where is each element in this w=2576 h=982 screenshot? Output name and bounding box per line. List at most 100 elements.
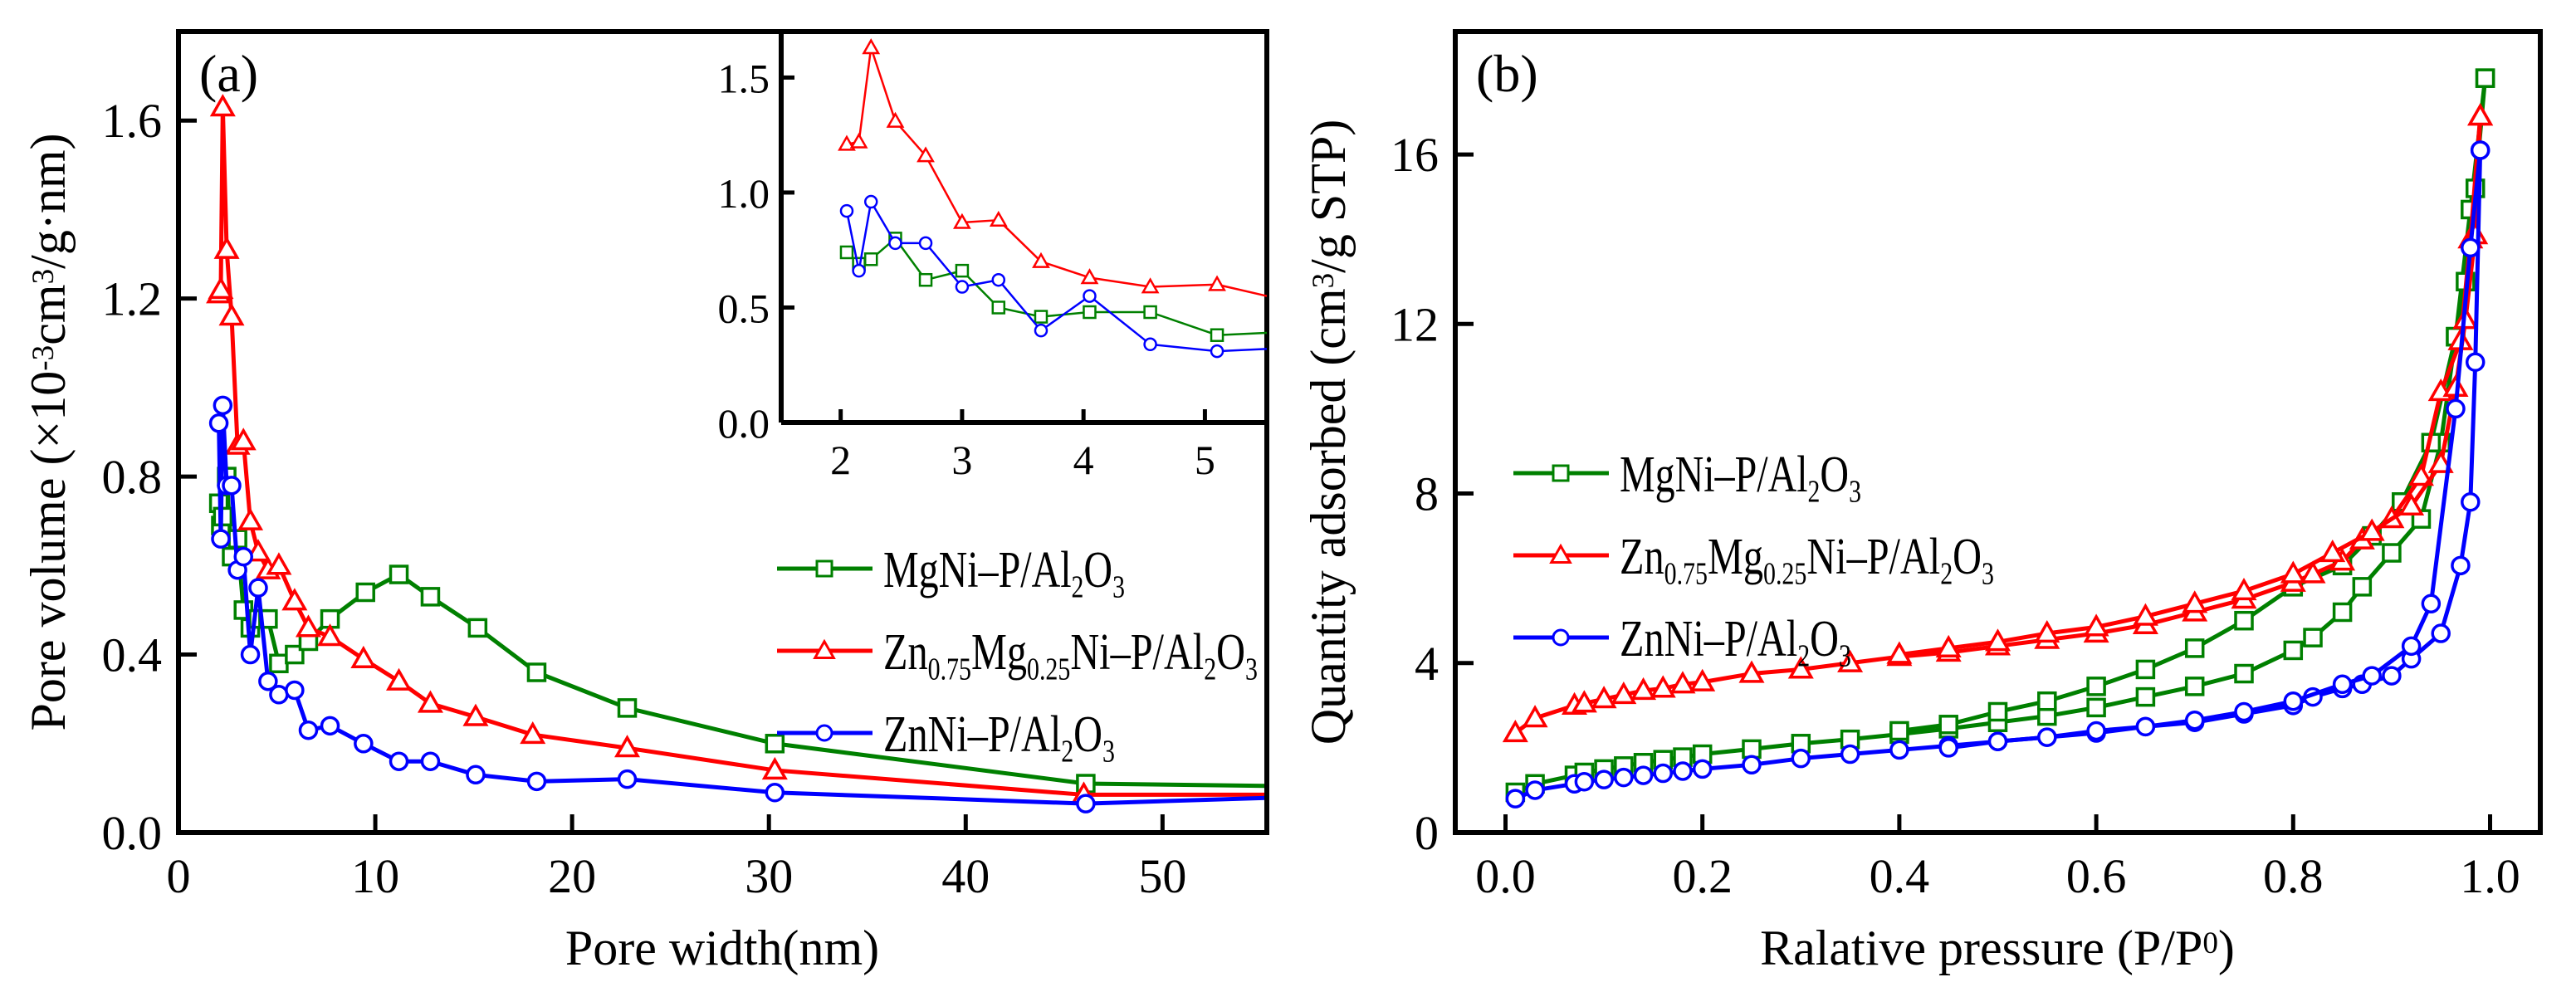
- circle-marker: [1633, 765, 1654, 785]
- circle-marker: [2086, 721, 2106, 741]
- y-tick-label: 8: [1415, 467, 1439, 521]
- circle-marker: [2451, 555, 2471, 576]
- circle-marker: [1673, 761, 1693, 781]
- legend-label-part: 3: [1849, 474, 1861, 510]
- circle-marker: [213, 395, 233, 416]
- triangle-marker: [1837, 649, 1864, 672]
- legend-label-wrap: Zn0.75Mg0.25Ni–P/Al2O3: [1620, 528, 1994, 591]
- x-tick-label: 0.4: [1870, 849, 1930, 903]
- legend-label-part: 2: [1808, 474, 1821, 510]
- legend-label-part: 3: [1112, 569, 1125, 605]
- square-marker: [1552, 464, 1570, 482]
- circle-marker: [420, 751, 441, 771]
- circle-marker: [815, 724, 833, 742]
- circle-marker: [1889, 740, 1909, 760]
- square-marker: [2475, 68, 2495, 88]
- series-line-ZnMgNi: [846, 46, 1268, 297]
- circle-marker: [955, 280, 970, 294]
- y-axis-title-part: 3: [1307, 273, 1341, 289]
- y-tick-label: 0.0: [718, 400, 770, 447]
- legend-label-part: 0.75: [928, 652, 971, 686]
- y-axis-title-part: -3: [27, 345, 61, 371]
- circle-marker: [839, 203, 854, 218]
- circle-marker: [991, 272, 1006, 287]
- circle-marker: [1525, 780, 1545, 800]
- circle-marker: [1791, 748, 1811, 769]
- square-marker: [2184, 677, 2205, 696]
- square-marker: [467, 618, 488, 638]
- circle-marker: [466, 765, 486, 785]
- square-marker: [617, 698, 638, 718]
- circle-marker: [320, 716, 340, 736]
- y-axis-title-part: Pore volume (×10: [21, 371, 76, 731]
- circle-marker: [918, 236, 933, 251]
- square-marker: [1083, 305, 1097, 320]
- square-marker: [2283, 640, 2304, 661]
- series-layer: [206, 94, 1268, 813]
- circle-marker: [2461, 237, 2481, 258]
- legend: MgNi–P/Al2O3Zn0.75Mg0.25Ni–P/Al2O3ZnNi–P…: [777, 541, 1258, 769]
- circle-marker: [2332, 674, 2353, 695]
- legend-label-part: O: [1083, 541, 1112, 598]
- triangle-marker: [1141, 277, 1160, 294]
- triangle-marker: [813, 638, 836, 659]
- circle-marker: [1742, 755, 1762, 775]
- series-line-ZnNi-desorption: [1948, 149, 2483, 750]
- x-tick-label: 0.2: [1672, 849, 1733, 903]
- inset-chart: 2 3 4 5 0.0 0.5 1.0 1.5: [718, 32, 1268, 483]
- y-tick-label: 0: [1415, 806, 1439, 860]
- triangle-marker: [350, 645, 377, 669]
- square-marker: [1742, 739, 1762, 760]
- triangle-marker: [2427, 450, 2454, 473]
- y-axis-title-part: 3: [27, 269, 61, 285]
- square-marker: [2382, 543, 2402, 563]
- square-marker: [1889, 721, 1909, 741]
- circle-marker: [1987, 731, 2008, 751]
- y-tick-label: 0.5: [718, 285, 770, 331]
- square-marker: [2184, 638, 2205, 658]
- x-axis-title-part: ): [2218, 921, 2235, 975]
- circle-marker: [1034, 323, 1048, 338]
- series-line-ZnNi: [845, 200, 1268, 353]
- circle-marker: [1505, 789, 1526, 809]
- circle-marker: [222, 476, 242, 496]
- square-marker: [2086, 677, 2106, 696]
- circle-marker: [863, 194, 878, 209]
- circle-marker: [2421, 594, 2442, 614]
- triangle-marker: [2231, 577, 2257, 601]
- legend-label-part: Zn: [883, 623, 928, 681]
- triangle-marker: [1787, 656, 1814, 679]
- triangle-marker: [417, 690, 443, 713]
- legend-label: Zn0.75Mg0.25Ni–P/Al2O3: [883, 623, 1258, 686]
- legend-label-part: Ni–P/Al: [1806, 528, 1940, 585]
- circle-marker: [240, 644, 261, 665]
- triangle-marker: [761, 756, 788, 780]
- legend-item-ZnNi: ZnNi–P/Al2O3: [1513, 611, 1851, 673]
- triangle-marker: [1080, 268, 1099, 285]
- y-tick-label: 0.0: [102, 806, 163, 860]
- circle-marker: [852, 263, 866, 278]
- circle-marker: [389, 751, 409, 771]
- circle-marker: [2382, 666, 2402, 686]
- triangle-marker: [862, 38, 881, 55]
- x-tick-label: 0.8: [2263, 849, 2324, 903]
- triangle-marker: [2280, 560, 2306, 584]
- square-marker: [1987, 701, 2008, 722]
- legend-label-part: O: [1953, 528, 1982, 585]
- circle-marker: [2401, 636, 2422, 657]
- circle-marker: [1938, 738, 1958, 758]
- triangle-marker: [917, 146, 935, 163]
- y-axis-title: Quantity adsorbed (cm3/g STP): [1301, 120, 1356, 745]
- triangle-marker: [1669, 671, 1696, 694]
- triangle-marker: [386, 667, 413, 691]
- triangle-marker: [2407, 463, 2435, 486]
- circle-marker: [1552, 628, 1570, 647]
- circle-marker: [765, 783, 785, 803]
- plot-frame: [176, 29, 1269, 835]
- triangle-marker: [849, 132, 868, 149]
- legend-label-part: O: [1820, 446, 1849, 502]
- circle-marker: [1653, 763, 1674, 784]
- square-marker: [815, 559, 833, 578]
- legend-label-part: 0.25: [1763, 556, 1806, 591]
